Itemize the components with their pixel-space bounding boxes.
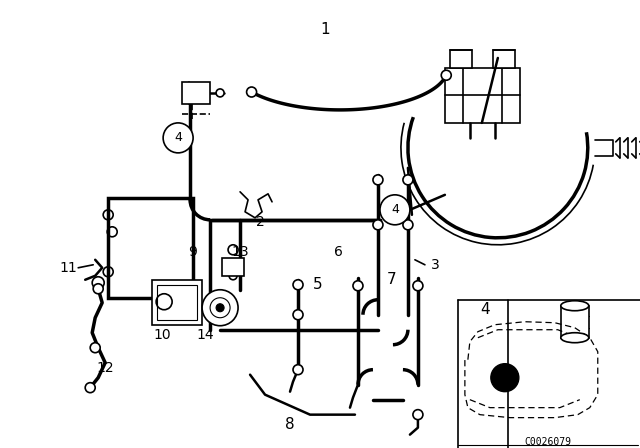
Circle shape xyxy=(210,298,230,318)
Text: 10: 10 xyxy=(154,328,171,342)
Text: 3: 3 xyxy=(431,258,439,272)
Bar xyxy=(108,198,193,298)
Bar xyxy=(561,306,589,338)
Circle shape xyxy=(293,365,303,375)
Text: 4: 4 xyxy=(174,131,182,144)
Text: C0026079: C0026079 xyxy=(524,437,572,447)
Text: 12: 12 xyxy=(97,361,114,375)
Text: 6: 6 xyxy=(333,245,342,259)
Text: 8: 8 xyxy=(285,417,295,432)
Bar xyxy=(152,280,202,325)
Bar xyxy=(450,50,472,68)
Text: 4: 4 xyxy=(391,203,399,216)
Circle shape xyxy=(380,195,410,225)
Circle shape xyxy=(413,409,423,420)
Circle shape xyxy=(441,70,451,80)
Circle shape xyxy=(491,364,519,392)
Circle shape xyxy=(216,89,224,97)
Bar xyxy=(222,258,244,276)
Circle shape xyxy=(246,87,257,97)
Bar xyxy=(445,68,520,123)
Text: 9: 9 xyxy=(188,245,196,259)
Circle shape xyxy=(413,281,423,291)
Circle shape xyxy=(229,272,237,280)
Bar xyxy=(182,82,210,104)
Text: 11: 11 xyxy=(60,261,77,275)
Text: 1: 1 xyxy=(320,22,330,38)
Circle shape xyxy=(216,304,224,312)
Circle shape xyxy=(90,343,100,353)
Text: 5: 5 xyxy=(313,277,323,292)
Circle shape xyxy=(373,175,383,185)
Text: 7: 7 xyxy=(387,272,397,287)
Circle shape xyxy=(293,280,303,290)
Circle shape xyxy=(373,220,383,230)
Circle shape xyxy=(163,123,193,153)
Bar xyxy=(157,285,197,320)
Text: 4: 4 xyxy=(480,302,490,317)
Text: 2: 2 xyxy=(255,215,264,229)
Circle shape xyxy=(293,310,303,320)
Circle shape xyxy=(202,290,238,326)
Circle shape xyxy=(403,175,413,185)
Circle shape xyxy=(85,383,95,392)
Text: 14: 14 xyxy=(196,328,214,342)
Circle shape xyxy=(403,220,413,230)
Circle shape xyxy=(92,277,104,289)
Bar xyxy=(493,50,515,68)
Circle shape xyxy=(93,284,103,294)
Text: 13: 13 xyxy=(231,245,249,259)
Circle shape xyxy=(353,281,363,291)
Ellipse shape xyxy=(561,333,589,343)
Circle shape xyxy=(228,245,238,255)
Ellipse shape xyxy=(561,301,589,311)
